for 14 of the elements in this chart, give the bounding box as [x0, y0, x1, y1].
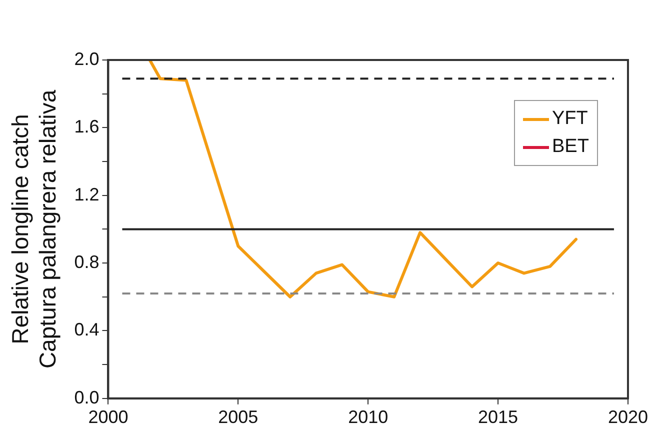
x-tick-label: 2000 — [88, 407, 128, 428]
x-tick-label: 2010 — [348, 407, 388, 428]
y-tick-label: 2.0 — [74, 48, 100, 69]
y-tick-label: 1.6 — [74, 116, 100, 137]
legend-label: BET — [552, 135, 589, 159]
y-tick-label: 1.2 — [74, 184, 100, 204]
x-tick-label: 2015 — [478, 407, 518, 428]
y-axis-title: Relative longline catch Captura palangrera relativa — [7, 90, 61, 369]
legend-label: YFT — [552, 107, 588, 131]
y-tick-label: 0.4 — [74, 320, 100, 340]
y-tick-label: 0.0 — [74, 387, 100, 408]
x-tick-label: 2020 — [608, 407, 648, 428]
x-tick-label: 2005 — [218, 407, 258, 428]
y-tick-label: 0.8 — [74, 252, 100, 272]
